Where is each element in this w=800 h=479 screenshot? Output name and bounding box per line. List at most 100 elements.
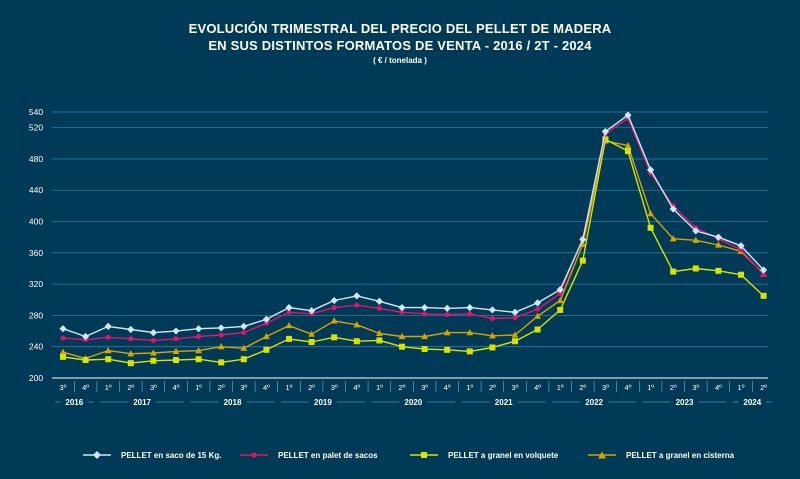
x-tick-label: 1º bbox=[466, 383, 473, 392]
x-tick-label: 4º bbox=[82, 383, 89, 392]
data-point bbox=[285, 303, 293, 312]
data-point bbox=[150, 349, 157, 356]
data-point bbox=[647, 166, 655, 174]
data-point bbox=[692, 265, 699, 272]
data-point bbox=[82, 332, 90, 341]
data-point bbox=[466, 303, 474, 312]
data-point bbox=[376, 337, 383, 344]
data-point bbox=[444, 346, 451, 353]
data-point bbox=[308, 307, 316, 315]
data-point bbox=[489, 332, 496, 339]
data-point bbox=[60, 353, 66, 360]
data-point bbox=[82, 357, 89, 364]
legend-swatch-palet bbox=[240, 452, 268, 458]
data-point bbox=[353, 321, 361, 328]
y-tick-label: 480 bbox=[29, 154, 43, 164]
data-point bbox=[59, 348, 67, 355]
legend-swatch-saco bbox=[83, 451, 111, 459]
data-point bbox=[421, 332, 428, 340]
data-point bbox=[534, 312, 541, 319]
data-point bbox=[172, 327, 180, 335]
legend-label-saco: PELLET en saco de 15 Kg. bbox=[121, 450, 222, 460]
data-point bbox=[399, 343, 405, 350]
data-point bbox=[512, 338, 518, 345]
y-tick-label: 280 bbox=[29, 310, 43, 320]
year-label: 2020 bbox=[404, 398, 422, 407]
data-point bbox=[173, 336, 179, 342]
data-point bbox=[761, 272, 767, 278]
y-tick-label: 200 bbox=[29, 373, 43, 383]
x-tick-label: 4º bbox=[173, 383, 180, 392]
data-point bbox=[330, 317, 338, 324]
data-point bbox=[127, 360, 134, 367]
x-tick-label: 2º bbox=[127, 383, 134, 392]
data-point bbox=[692, 227, 700, 235]
data-point bbox=[399, 309, 405, 315]
data-point bbox=[624, 111, 632, 119]
data-point bbox=[511, 308, 519, 316]
data-point bbox=[308, 339, 315, 346]
x-tick-label: 3º bbox=[150, 383, 157, 392]
data-point bbox=[217, 324, 225, 332]
data-point bbox=[195, 347, 202, 354]
legend-label-cisterna: PELLET a granel en cisterna bbox=[626, 450, 735, 460]
data-point bbox=[760, 266, 768, 274]
data-point bbox=[738, 271, 744, 278]
data-point bbox=[421, 346, 428, 353]
y-tick-label: 540 bbox=[29, 107, 43, 117]
data-point bbox=[331, 305, 337, 311]
data-point bbox=[557, 291, 563, 297]
data-point bbox=[579, 235, 587, 244]
data-point bbox=[489, 344, 496, 351]
data-point bbox=[218, 359, 225, 366]
data-point bbox=[353, 338, 360, 345]
legend-label-palet: PELLET en palet de sacos bbox=[278, 450, 378, 460]
data-point bbox=[579, 257, 586, 264]
data-point bbox=[535, 306, 541, 312]
data-point bbox=[105, 356, 112, 363]
chart-title: EVOLUCIÓN TRIMESTRAL DEL PRECIO DEL PELL… bbox=[0, 20, 800, 54]
data-point bbox=[669, 205, 677, 213]
y-tick-label: 400 bbox=[29, 217, 43, 227]
data-point bbox=[105, 334, 111, 340]
x-tick-label: 2º bbox=[218, 383, 225, 392]
data-point bbox=[443, 329, 451, 336]
data-point bbox=[262, 315, 270, 323]
data-point bbox=[669, 235, 677, 242]
data-point bbox=[308, 330, 315, 337]
data-point bbox=[195, 356, 202, 363]
data-point bbox=[263, 320, 269, 326]
data-point bbox=[218, 332, 224, 338]
year-label: 2016 bbox=[65, 398, 83, 407]
data-point bbox=[715, 267, 722, 274]
data-point bbox=[467, 311, 473, 317]
data-point bbox=[149, 329, 157, 337]
x-tick-label: 3º bbox=[240, 383, 247, 392]
data-point bbox=[376, 305, 382, 311]
x-tick-label: 3º bbox=[331, 383, 338, 392]
data-point bbox=[488, 306, 496, 314]
data-point bbox=[715, 241, 722, 248]
data-point bbox=[511, 331, 519, 338]
data-point bbox=[286, 335, 292, 342]
x-tick-label: 1º bbox=[195, 383, 202, 392]
legend-item-saco: PELLET en saco de 15 Kg. bbox=[83, 450, 221, 460]
x-tick-label: 1º bbox=[105, 383, 112, 392]
data-point bbox=[421, 303, 429, 312]
data-point bbox=[150, 357, 157, 364]
legend-item-volquete: PELLET a granel en volquete bbox=[410, 450, 558, 460]
data-point bbox=[714, 233, 722, 241]
chart-title-line2: EN SUS DISTINTOS FORMATOS DE VENTA - 201… bbox=[208, 38, 592, 53]
data-point bbox=[285, 321, 293, 329]
data-point bbox=[240, 356, 247, 363]
x-tick-label: 2º bbox=[670, 383, 677, 392]
x-tick-label: 3º bbox=[60, 383, 67, 392]
x-tick-label: 2º bbox=[308, 383, 315, 392]
data-point bbox=[196, 334, 202, 340]
x-tick-label: 2º bbox=[579, 383, 586, 392]
data-point bbox=[466, 348, 473, 355]
series-line-1 bbox=[62, 117, 765, 342]
x-tick-label: 2º bbox=[399, 383, 406, 392]
data-point bbox=[376, 329, 383, 337]
data-point bbox=[104, 322, 112, 330]
